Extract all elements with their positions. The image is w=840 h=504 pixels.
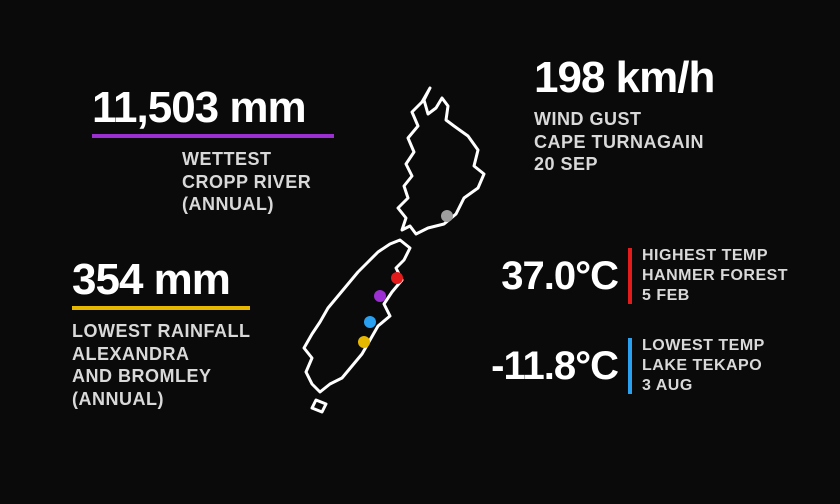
marker-hanmer-forest bbox=[391, 272, 403, 284]
stat-lowest-temp: -11.8°C LOWEST TEMP LAKE TEKAPO 3 AUG bbox=[470, 336, 765, 396]
highest-temp-desc: HIGHEST TEMP HANMER FOREST 5 FEB bbox=[642, 246, 788, 306]
marker-lake-tekapo bbox=[364, 316, 376, 328]
lowest-rainfall-underline bbox=[72, 306, 250, 310]
wettest-value: 11,503 mm bbox=[92, 86, 334, 130]
marker-alexandra bbox=[358, 336, 370, 348]
highest-temp-value: 37.0°C bbox=[470, 256, 618, 296]
marker-cropp-river bbox=[374, 290, 386, 302]
wettest-underline bbox=[92, 134, 334, 138]
lowest-temp-bar bbox=[628, 338, 632, 394]
stat-wettest: 11,503 mm WETTEST CROPP RIVER (ANNUAL) bbox=[92, 86, 334, 216]
south-island-outline bbox=[304, 240, 410, 392]
marker-cape-turnagain bbox=[441, 210, 453, 222]
stewart-island-outline bbox=[312, 400, 326, 412]
stat-highest-temp: 37.0°C HIGHEST TEMP HANMER FOREST 5 FEB bbox=[470, 246, 788, 306]
lowest-rainfall-value: 354 mm bbox=[72, 258, 250, 302]
lowest-temp-value: -11.8°C bbox=[470, 346, 618, 386]
lowest-rainfall-desc: LOWEST RAINFALL ALEXANDRA AND BROMLEY (A… bbox=[72, 320, 250, 410]
lowest-temp-desc: LOWEST TEMP LAKE TEKAPO 3 AUG bbox=[642, 336, 765, 396]
highest-temp-bar bbox=[628, 248, 632, 304]
wettest-desc: WETTEST CROPP RIVER (ANNUAL) bbox=[182, 148, 334, 216]
stat-lowest-rainfall: 354 mm LOWEST RAINFALL ALEXANDRA AND BRO… bbox=[72, 258, 250, 410]
stat-wind-gust: 198 km/h WIND GUST CAPE TURNAGAIN 20 SEP bbox=[534, 56, 714, 176]
wind-gust-value: 198 km/h bbox=[534, 56, 714, 100]
wind-gust-desc: WIND GUST CAPE TURNAGAIN 20 SEP bbox=[534, 108, 714, 176]
